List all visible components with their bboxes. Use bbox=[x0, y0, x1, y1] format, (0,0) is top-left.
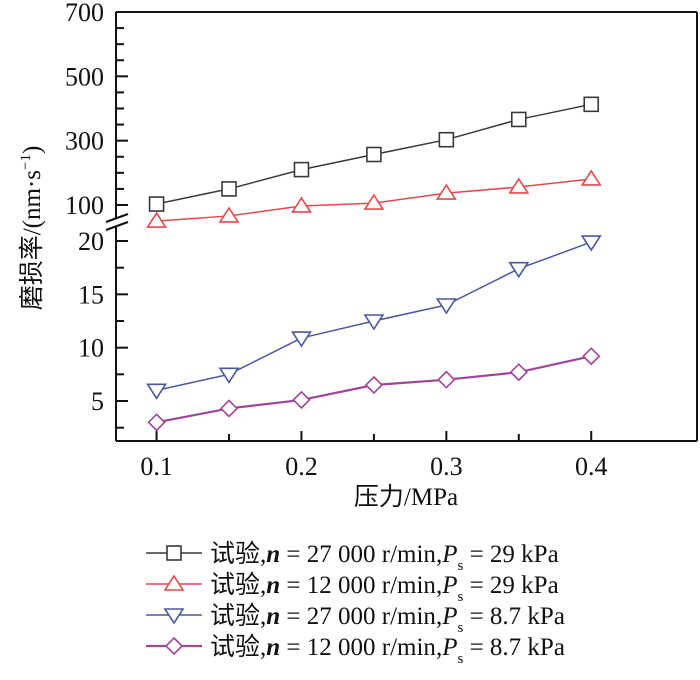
x-axis-title: 压力/MPa bbox=[354, 483, 458, 511]
y-tick-label: 100 bbox=[65, 191, 104, 220]
y-axis-title-sup: −1 bbox=[18, 154, 34, 170]
legend-entry: 试验,n = 27 000 r/min,Ps = 8.7 kPa bbox=[146, 602, 565, 636]
data-point bbox=[147, 413, 166, 432]
data-point bbox=[509, 363, 528, 382]
y-tick-label: 20 bbox=[78, 227, 104, 256]
legend-entry: 试验,n = 12 000 r/min,Ps = 29 kPa bbox=[146, 571, 559, 605]
data-point bbox=[292, 390, 311, 410]
series-1 bbox=[148, 96, 600, 212]
data-point bbox=[146, 383, 168, 400]
data-point bbox=[363, 193, 385, 210]
data-point bbox=[366, 146, 382, 163]
legend-marker bbox=[163, 608, 185, 625]
data-point bbox=[435, 183, 457, 200]
y-tick-label: 10 bbox=[78, 334, 104, 363]
y-axis-title: 磨损率/(nm·s−1) bbox=[18, 146, 46, 311]
data-point bbox=[364, 375, 384, 395]
axis-break-mark bbox=[105, 221, 129, 231]
x-axis-ticks: 0.1 0.2 0.3 0.4 bbox=[140, 431, 607, 481]
x-tick-label: 0.2 bbox=[285, 452, 318, 481]
data-point bbox=[508, 177, 530, 194]
legend-marker bbox=[163, 574, 185, 591]
legend-marker bbox=[166, 545, 182, 561]
plot-frame bbox=[105, 11, 698, 442]
y-tick-label: 500 bbox=[65, 62, 104, 91]
data-point bbox=[510, 111, 527, 128]
data-point bbox=[148, 196, 165, 212]
y-axis-title-main: 磨损率/(nm·s bbox=[18, 170, 46, 310]
legend-label: 试验,n = 12 000 r/min,Ps = 29 kPa bbox=[210, 571, 559, 605]
series-4 bbox=[147, 347, 601, 432]
data-point bbox=[363, 314, 385, 331]
svg-text:磨损率/(nm·s−1): 磨损率/(nm·s−1) bbox=[18, 146, 46, 311]
data-point bbox=[219, 399, 239, 418]
legend-marker bbox=[164, 636, 184, 656]
data-point bbox=[583, 96, 600, 113]
data-point bbox=[508, 261, 530, 279]
legend-entry: 试验,n = 27 000 r/min,Ps = 29 kPa bbox=[146, 540, 559, 574]
data-point bbox=[218, 206, 240, 223]
axis-break-mark bbox=[105, 213, 129, 223]
series-layer bbox=[146, 96, 602, 432]
legend-label: 试验,n = 27 000 r/min,Ps = 8.7 kPa bbox=[210, 602, 565, 636]
series-3 bbox=[146, 235, 602, 400]
data-point bbox=[290, 331, 312, 348]
data-point bbox=[582, 347, 601, 366]
y-tick-label: 5 bbox=[91, 387, 104, 416]
data-point bbox=[435, 298, 457, 315]
data-point bbox=[580, 235, 602, 252]
y-tick-label: 15 bbox=[78, 280, 104, 309]
x-tick-label: 0.1 bbox=[140, 452, 173, 481]
y-axis-title-close: ) bbox=[19, 146, 46, 154]
data-point bbox=[437, 370, 456, 389]
data-point bbox=[146, 211, 168, 228]
data-point bbox=[293, 161, 310, 178]
data-point bbox=[218, 367, 240, 384]
y-tick-label: 700 bbox=[65, 0, 104, 27]
series-2 bbox=[146, 169, 602, 228]
data-point bbox=[221, 181, 237, 197]
y-axis-ticks: 100 300 500 700 5 10 15 20 bbox=[65, 0, 128, 429]
data-point bbox=[438, 131, 455, 148]
legend-label: 试验,n = 12 000 r/min,Ps = 8.7 kPa bbox=[210, 633, 565, 667]
legend-entry: 试验,n = 12 000 r/min,Ps = 8.7 kPa bbox=[146, 633, 565, 667]
x-tick-label: 0.4 bbox=[575, 452, 608, 481]
x-tick-label: 0.3 bbox=[430, 452, 463, 481]
data-point bbox=[290, 196, 312, 213]
legend-label: 试验,n = 27 000 r/min,Ps = 29 kPa bbox=[210, 540, 559, 574]
data-point bbox=[580, 169, 602, 186]
y-tick-label: 300 bbox=[65, 127, 104, 156]
